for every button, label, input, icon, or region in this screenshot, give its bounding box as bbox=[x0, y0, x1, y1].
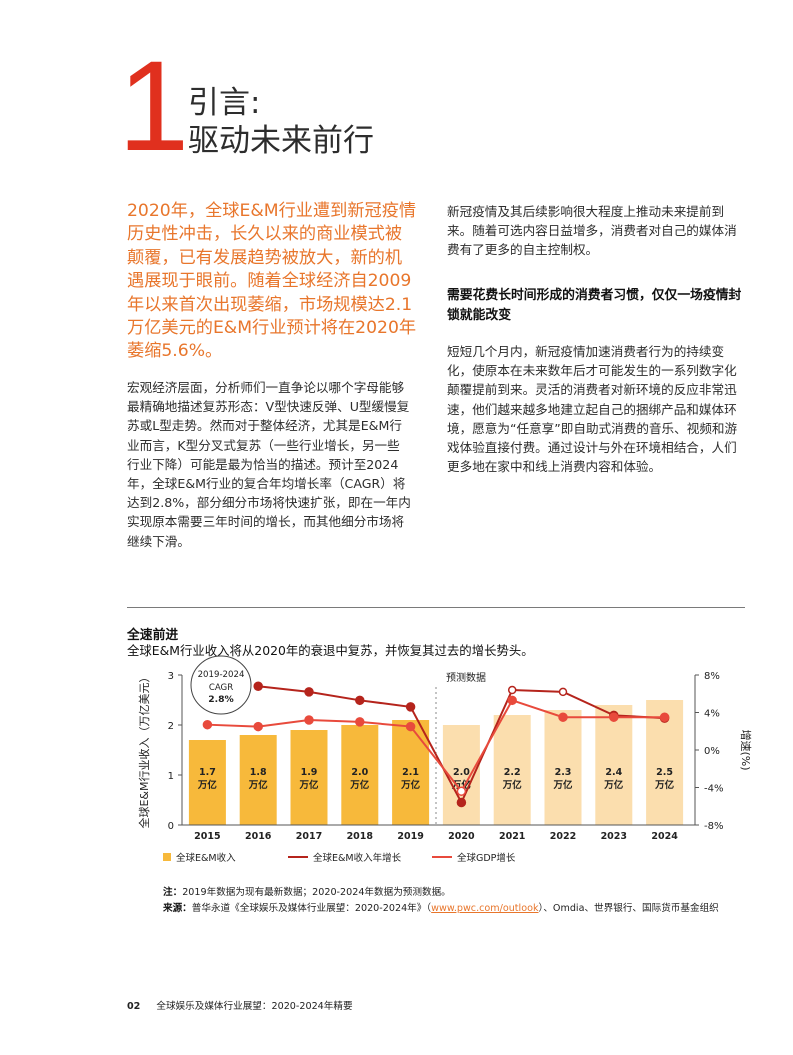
bar-unit-label: 万亿 bbox=[248, 779, 269, 791]
bar-unit-label: 万亿 bbox=[298, 779, 319, 791]
revenue-growth-point bbox=[456, 797, 467, 808]
x-axis-tick-label: 2016 bbox=[245, 831, 272, 842]
revenue-growth-point bbox=[507, 685, 517, 695]
source-link[interactable]: www.pwc.com/outlook bbox=[431, 903, 539, 914]
revenue-growth-point bbox=[405, 702, 416, 712]
revenue-growth-point bbox=[355, 695, 365, 706]
source-text-b: ）、Omdia、世界银行、国际货币基金组织 bbox=[538, 903, 719, 914]
gdp-growth-point bbox=[304, 715, 314, 725]
right-axis-tick-label: 8% bbox=[704, 671, 720, 682]
section-divider bbox=[127, 607, 745, 608]
source-text-a: 普华永道《全球娱乐及媒体行业展望：2020-2024年》（ bbox=[191, 903, 432, 914]
left-axis-tick-label: 1 bbox=[168, 771, 174, 782]
section-title-line2: 驱动未来前行 bbox=[188, 123, 374, 159]
revenue-bar bbox=[392, 720, 430, 825]
revenue-bar bbox=[239, 735, 277, 825]
legend-label-revenue: 全球E&M收入 bbox=[176, 852, 236, 864]
bar-value-label: 2.4 bbox=[605, 767, 622, 778]
bar-unit-label: 万亿 bbox=[349, 779, 370, 791]
left-axis-tick-label: 3 bbox=[168, 671, 174, 682]
left-body-paragraph: 宏观经济层面，分析师们一直争论以哪个字母能够最精确地描述复苏形态：V型快速反弹、… bbox=[127, 380, 411, 549]
x-axis-tick-label: 2017 bbox=[296, 831, 322, 842]
gdp-growth-point bbox=[507, 695, 517, 706]
bar-unit-label: 万亿 bbox=[400, 779, 421, 791]
right-intro-paragraph: 新冠疫情及其后续影响很大程度上推动未来提前到来。随着可选内容日益增多，消费者对自… bbox=[447, 204, 737, 258]
bar-unit-label: 万亿 bbox=[502, 779, 523, 791]
footer-text: 全球娱乐及媒体行业展望：2020-2024年精要 bbox=[156, 1001, 353, 1012]
right-axis-tick-label: -8% bbox=[704, 821, 723, 832]
x-axis-tick-label: 2021 bbox=[499, 831, 525, 842]
x-axis-tick-label: 2015 bbox=[194, 831, 220, 842]
x-axis-tick-label: 2019 bbox=[397, 831, 423, 842]
right-axis-label: 增速(%) bbox=[739, 729, 753, 770]
x-axis-tick-label: 2023 bbox=[601, 831, 627, 842]
left-axis-label: 全球E&M行业收入（万亿美元） bbox=[137, 671, 151, 828]
right-body-paragraph: 短短几个月内，新冠疫情加速消费者行为的持续变化，使原本在未来数年后才可能发生的一… bbox=[447, 344, 738, 475]
cagr-callout-circle bbox=[190, 655, 252, 715]
gdp-growth-point bbox=[456, 786, 467, 796]
note-text: 2019年数据为现有最新数据；2020-2024年数据为预测数据。 bbox=[182, 887, 451, 898]
bar-unit-label: 万亿 bbox=[603, 779, 624, 791]
x-axis-tick-label: 2018 bbox=[347, 831, 374, 842]
cagr-callout-value: 2.8% bbox=[208, 694, 233, 705]
revenue-bar bbox=[188, 740, 226, 825]
bar-unit-label: 万亿 bbox=[197, 779, 218, 791]
bar-value-label: 2.5 bbox=[656, 767, 673, 778]
bar-value-label: 1.9 bbox=[301, 767, 318, 778]
gdp-growth-point bbox=[558, 712, 568, 722]
revenue-growth-point bbox=[304, 687, 314, 697]
gdp-growth-line bbox=[207, 699, 665, 794]
bar-value-label: 2.3 bbox=[555, 767, 572, 778]
revenue-growth-point bbox=[558, 687, 568, 697]
chart-subtitle: 全球E&M行业收入将从2020年的衰退中复苏，并恢复其过去的增长势头。 bbox=[127, 643, 534, 658]
x-axis-tick-label: 2024 bbox=[651, 831, 678, 842]
bar-value-label: 2.2 bbox=[504, 767, 521, 778]
gdp-growth-point bbox=[202, 719, 213, 730]
left-axis-tick-label: 2 bbox=[168, 721, 174, 732]
left-axis-tick-label: 0 bbox=[168, 821, 174, 832]
chart-title: 全速前进 bbox=[127, 628, 179, 643]
gdp-growth-point bbox=[609, 712, 619, 722]
right-axis-tick-label: 0% bbox=[704, 746, 720, 757]
cagr-callout-label: CAGR bbox=[209, 683, 233, 693]
lead-paragraph: 2020年，全球E&M行业遭到新冠疫情历史性冲击，长久以来的商业模式被颠覆，已有… bbox=[127, 201, 417, 362]
section-title-line1: 引言: bbox=[188, 85, 261, 121]
legend-label-revenue-growth: 全球E&M收入年增长 bbox=[313, 852, 402, 864]
bar-value-label: 1.7 bbox=[199, 767, 216, 778]
legend-swatch-revenue bbox=[163, 853, 171, 861]
x-axis-tick-label: 2020 bbox=[448, 831, 475, 842]
right-axis-tick-label: 4% bbox=[704, 709, 720, 720]
right-subheading: 需要花费长时间形成的消费者习惯，仅仅一场疫情封锁就能改变 bbox=[447, 288, 742, 323]
revenue-bar bbox=[595, 705, 633, 825]
chart-source: 来源：普华永道《全球娱乐及媒体行业展望：2020-2024年》（www.pwc.… bbox=[163, 900, 719, 914]
note-label: 注： bbox=[163, 887, 183, 898]
bar-value-label: 1.8 bbox=[250, 767, 267, 778]
bar-unit-label: 万亿 bbox=[552, 779, 573, 791]
bar-value-label: 2.0 bbox=[453, 767, 470, 778]
section-number: 1 bbox=[118, 35, 189, 178]
revenue-bar bbox=[290, 730, 328, 825]
gdp-growth-point bbox=[253, 721, 263, 732]
right-axis-tick-label: -4% bbox=[704, 784, 723, 795]
page-footer: 02 全球娱乐及媒体行业展望：2020-2024年精要 bbox=[127, 998, 353, 1012]
revenue-bar bbox=[493, 715, 531, 825]
gdp-growth-point bbox=[405, 721, 416, 732]
bar-value-label: 2.0 bbox=[351, 767, 368, 778]
bar-value-label: 2.1 bbox=[402, 767, 419, 778]
gdp-growth-point bbox=[659, 712, 670, 722]
cagr-callout-years: 2019-2024 bbox=[198, 670, 245, 680]
bar-unit-label: 万亿 bbox=[654, 779, 675, 791]
gdp-growth-point bbox=[355, 717, 365, 727]
source-label: 来源： bbox=[163, 903, 192, 914]
legend-label-gdp-growth: 全球GDP增长 bbox=[457, 852, 516, 864]
page-number: 02 bbox=[127, 1001, 141, 1012]
chart-note: 注：2019年数据为现有最新数据；2020-2024年数据为预测数据。 bbox=[163, 884, 451, 898]
x-axis-tick-label: 2022 bbox=[550, 831, 576, 842]
revenue-growth-point bbox=[253, 681, 263, 691]
revenue-bar bbox=[341, 725, 379, 825]
revenue-bar bbox=[544, 710, 582, 825]
forecast-label: 预测数据 bbox=[446, 671, 486, 684]
